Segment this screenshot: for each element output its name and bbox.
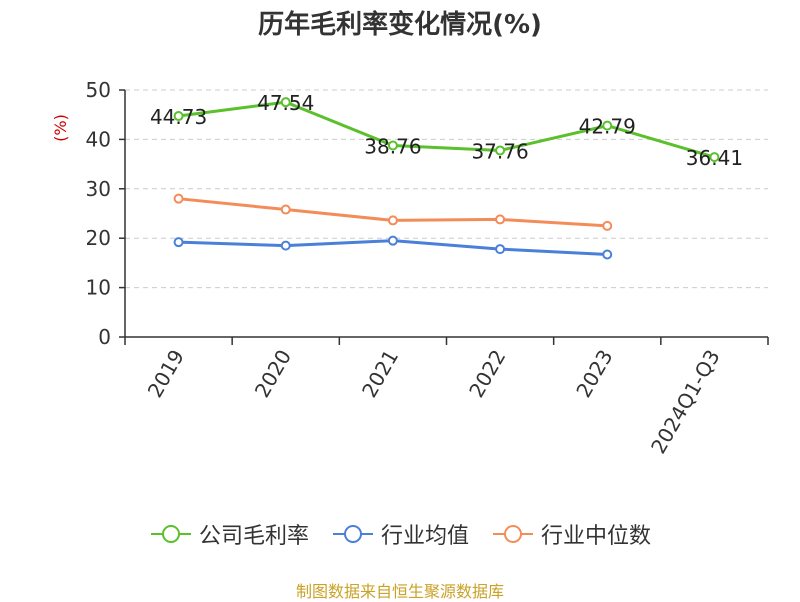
legend-marker-industry-median: [493, 525, 533, 543]
legend-marker-industry-avg: [332, 525, 373, 543]
series-1-point-0: [173, 237, 184, 248]
series-0-point-4: [602, 120, 613, 131]
y-tick-label-4: 40: [86, 127, 111, 151]
series-0-data-label-0: 44.73: [150, 105, 207, 129]
y-tick-label-2: 20: [86, 226, 111, 250]
series-2-point-2: [387, 215, 398, 226]
series-0-point-0: [173, 111, 184, 122]
series-2-point-3: [495, 214, 506, 225]
x-tick-label-0: 2019: [143, 346, 189, 402]
y-tick-label-0: 0: [98, 325, 111, 349]
legend-label-industry-median: 行业中位数: [541, 524, 652, 549]
x-tick-label-2: 2021: [357, 346, 403, 402]
y-axis-unit-label: (%): [51, 114, 70, 142]
source-note: 制图数据来自恒生聚源数据库: [295, 582, 504, 601]
series-0-point-2: [387, 140, 398, 151]
series-0-point-3: [495, 145, 506, 156]
series-0-data-label-5: 36.41: [686, 146, 743, 170]
series-1-point-3: [495, 244, 506, 255]
legend-item-industry-median[interactable]: 行业中位数: [491, 518, 651, 550]
series-line-0: [178, 100, 715, 159]
y-tick-label-1: 10: [86, 276, 111, 300]
series-0-data-label-4: 42.79: [579, 115, 636, 139]
legend-circle-industry-avg: [343, 525, 362, 543]
legend-label-industry-avg: 行业均值: [380, 524, 469, 549]
y-tick-label-5: 50: [86, 78, 111, 102]
series-1-point-4: [602, 249, 613, 260]
series-1-point-2: [387, 235, 398, 246]
label-layer: 44.73 47.54 38.76 37.76 42.79 36.41: [150, 91, 743, 170]
series-0-point-5: [709, 152, 720, 163]
legend-circle-industry-median: [504, 525, 522, 543]
series-1-point-1: [280, 240, 291, 251]
series-0-point-1: [280, 97, 291, 108]
legend-label-company: 公司毛利率: [198, 524, 309, 549]
grid-layer: [125, 89, 768, 289]
legend-item-industry-avg[interactable]: 行业均值: [331, 518, 469, 550]
chart-title: 历年毛利率变化情况(%): [258, 10, 542, 40]
x-tick-label-5: 2024Q1-Q3: [646, 346, 725, 458]
series-0-data-label-3: 37.76: [471, 139, 528, 163]
series-2-point-4: [602, 220, 613, 231]
series-0-data-label-2: 38.76: [364, 135, 421, 159]
x-tick-label-3: 2022: [464, 346, 510, 402]
x-tick-label-4: 2023: [571, 346, 617, 402]
x-tick-label-1: 2020: [250, 346, 296, 402]
series-2-point-0: [173, 193, 184, 204]
legend: 公司毛利率 行业均值 行业中位数: [0, 518, 800, 550]
legend-circle-company: [161, 525, 180, 543]
series-layer: [173, 97, 720, 260]
legend-item-company[interactable]: 公司毛利率: [149, 518, 309, 550]
y-tick-label-3: 30: [86, 177, 111, 201]
legend-marker-company: [150, 525, 191, 543]
series-2-point-1: [280, 204, 291, 215]
series-0-data-label-1: 47.54: [257, 91, 314, 115]
